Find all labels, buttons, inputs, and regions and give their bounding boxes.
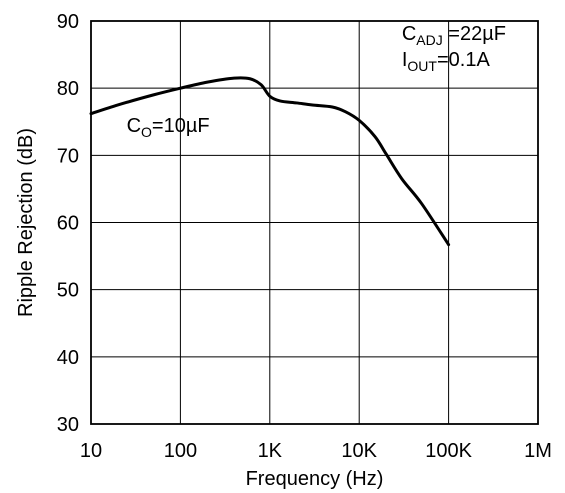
y-tick-label: 70 [57,145,79,167]
y-tick-label: 30 [57,414,79,436]
x-tick-labels: 10 100 1K 10K 100K 1M [80,440,552,462]
x-tick-label: 1K [258,440,283,462]
x-tick-label: 10K [341,440,377,462]
grid [90,20,539,425]
x-tick-label: 100 [164,440,197,462]
y-tick-label: 90 [57,11,79,33]
y-axis-title: Ripple Rejection (dB) [15,128,37,317]
plot-frame [90,20,539,425]
series-line [89,76,451,247]
y-tick-label: 50 [57,280,79,302]
y-tick-label: 80 [57,78,79,100]
annotation-co: CO=10µF [127,115,210,140]
series-layer [89,76,451,247]
y-tick-label: 40 [57,347,79,369]
x-tick-label: 100K [425,440,472,462]
x-axis-title: Frequency (Hz) [246,468,384,490]
y-tick-label: 60 [57,213,79,235]
y-tick-labels: 30 40 50 60 70 80 90 [57,11,79,436]
x-tick-label: 1M [524,440,552,462]
annotation-iout: IOUT=0.1A [402,49,491,74]
x-tick-label: 10 [80,440,102,462]
annotation-cadj: CADJ =22µF [402,23,506,48]
